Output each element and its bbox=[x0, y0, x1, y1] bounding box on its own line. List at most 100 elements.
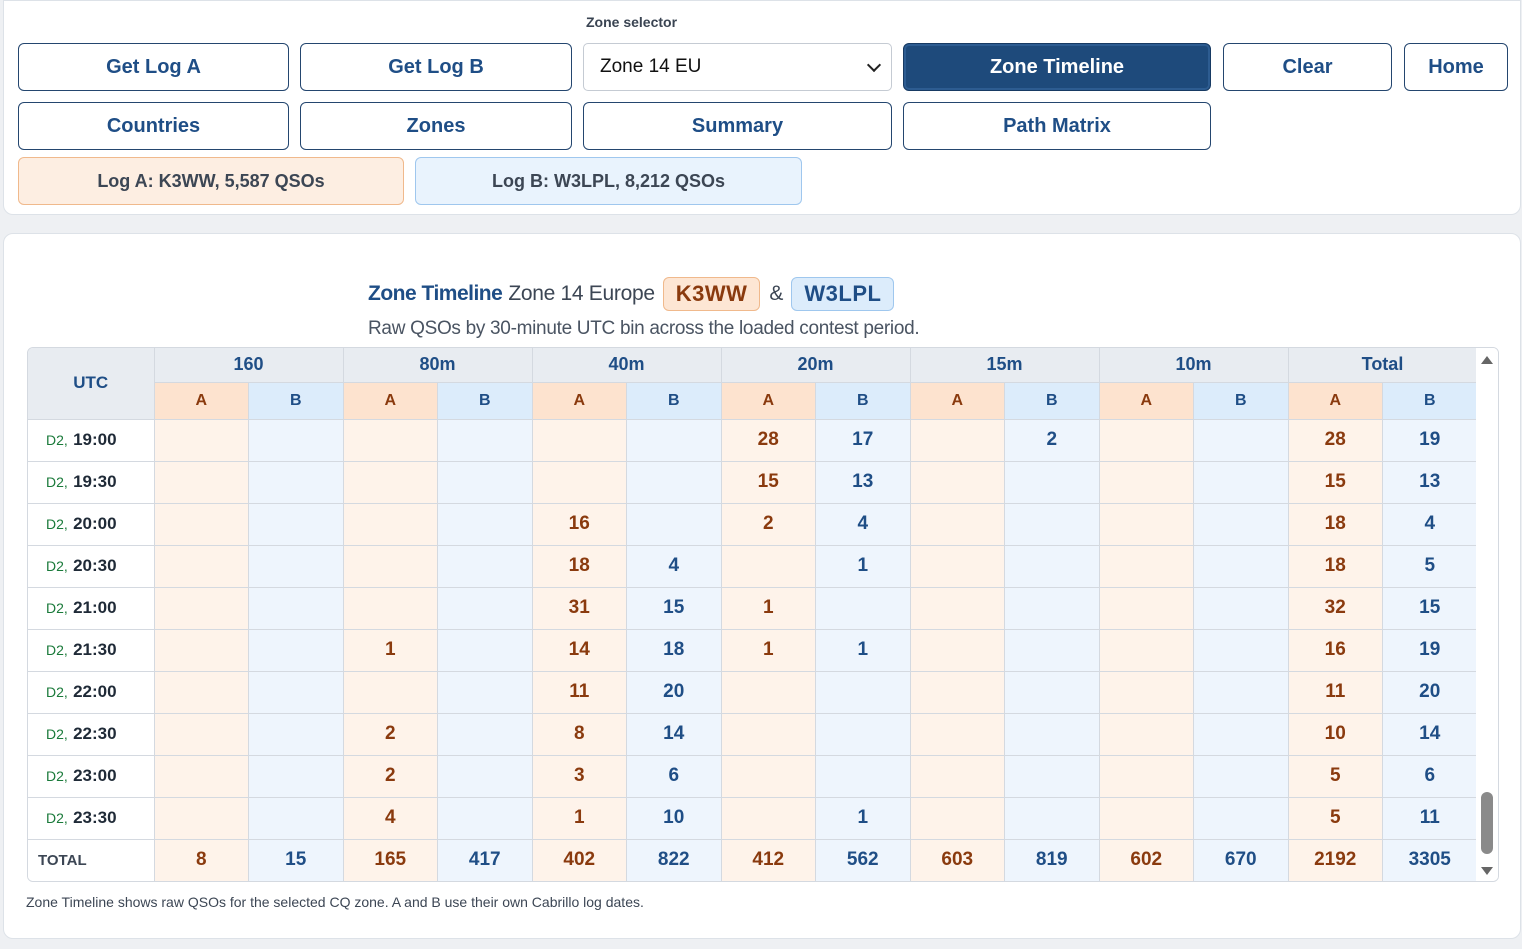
report-subtitle: Raw QSOs by 30-minute UTC bin across the… bbox=[368, 318, 920, 339]
day-label: D2, bbox=[46, 474, 68, 490]
count-cell bbox=[343, 587, 438, 630]
total-row: TOTAL 8 15 165 417 402 822 412 562 603 819 602 670 21… bbox=[28, 839, 1478, 881]
count-cell: 6 bbox=[626, 755, 722, 798]
count-cell: 1 bbox=[815, 545, 911, 588]
log-b-status: Log B: W3LPL, 8,212 QSOs bbox=[415, 157, 802, 205]
total-cell: 8 bbox=[154, 839, 249, 881]
day-label: D2, bbox=[46, 768, 68, 784]
count-cell: 2 bbox=[343, 713, 438, 756]
scroll-down-icon[interactable] bbox=[1481, 867, 1493, 875]
utc-cell: D2, 19:00 bbox=[28, 419, 155, 462]
count-cell bbox=[154, 503, 249, 546]
log-a-column-header: A bbox=[1099, 382, 1194, 420]
count-cell: 18 bbox=[1288, 503, 1383, 546]
count-cell bbox=[437, 671, 533, 714]
log-a-column-header: A bbox=[343, 382, 438, 420]
count-cell bbox=[1193, 461, 1289, 504]
scrollbar-thumb[interactable] bbox=[1481, 792, 1493, 854]
count-cell bbox=[437, 461, 533, 504]
count-cell: 17 bbox=[815, 419, 911, 462]
table-row: D2, 19:00 28 17 2 28 19 bbox=[28, 419, 1478, 462]
count-cell: 28 bbox=[721, 419, 816, 462]
count-cell: 31 bbox=[532, 587, 627, 630]
day-label: D2, bbox=[46, 432, 68, 448]
zone-timeline-button[interactable]: Zone Timeline bbox=[903, 43, 1211, 91]
count-cell bbox=[343, 419, 438, 462]
count-cell bbox=[1099, 629, 1194, 672]
count-cell bbox=[815, 755, 911, 798]
count-cell bbox=[1004, 713, 1100, 756]
band-header: Total bbox=[1288, 348, 1478, 383]
countries-button[interactable]: Countries bbox=[18, 102, 289, 150]
count-cell bbox=[910, 587, 1005, 630]
scroll-up-icon[interactable] bbox=[1481, 356, 1493, 364]
time-label: 20:30 bbox=[73, 556, 117, 575]
count-cell bbox=[343, 545, 438, 588]
table-row: D2, 20:00 16 2 4 18 4 bbox=[28, 503, 1478, 546]
count-cell bbox=[248, 713, 344, 756]
count-cell: 2 bbox=[343, 755, 438, 798]
count-cell bbox=[154, 545, 249, 588]
count-cell: 8 bbox=[532, 713, 627, 756]
count-cell: 13 bbox=[1382, 461, 1478, 504]
count-cell bbox=[248, 545, 344, 588]
count-cell: 19 bbox=[1382, 629, 1478, 672]
log-a-column-header: A bbox=[1288, 382, 1383, 420]
count-cell bbox=[721, 713, 816, 756]
get-log-a-button[interactable]: Get Log A bbox=[18, 43, 289, 91]
zones-button[interactable]: Zones bbox=[300, 102, 572, 150]
chevron-down-icon bbox=[866, 57, 882, 72]
home-button[interactable]: Home bbox=[1404, 43, 1508, 91]
band-header: 10m bbox=[1099, 348, 1289, 383]
count-cell bbox=[343, 671, 438, 714]
time-label: 22:00 bbox=[73, 682, 117, 701]
clear-button[interactable]: Clear bbox=[1223, 43, 1392, 91]
count-cell: 4 bbox=[626, 545, 722, 588]
total-cell: 412 bbox=[721, 839, 816, 881]
count-cell bbox=[437, 419, 533, 462]
count-cell bbox=[248, 755, 344, 798]
count-cell bbox=[437, 713, 533, 756]
count-cell bbox=[1193, 419, 1289, 462]
log-a-column-header: A bbox=[154, 382, 249, 420]
count-cell bbox=[437, 545, 533, 588]
day-label: D2, bbox=[46, 642, 68, 658]
count-cell: 5 bbox=[1288, 797, 1383, 840]
zone-select[interactable]: Zone 14 EU bbox=[583, 43, 892, 91]
count-cell bbox=[721, 755, 816, 798]
count-cell bbox=[1099, 419, 1194, 462]
get-log-b-button[interactable]: Get Log B bbox=[300, 43, 572, 91]
count-cell bbox=[248, 461, 344, 504]
band-header: 20m bbox=[721, 348, 911, 383]
report-title: Zone Timeline Zone 14 Europe K3WW & W3LP… bbox=[368, 277, 895, 311]
total-label: TOTAL bbox=[28, 839, 155, 881]
time-label: 19:00 bbox=[73, 430, 117, 449]
count-cell: 1 bbox=[721, 587, 816, 630]
total-cell: 402 bbox=[532, 839, 627, 881]
count-cell bbox=[910, 713, 1005, 756]
count-cell bbox=[437, 797, 533, 840]
table-scrollbar[interactable] bbox=[1476, 348, 1498, 881]
day-label: D2, bbox=[46, 516, 68, 532]
count-cell bbox=[343, 503, 438, 546]
utc-cell: D2, 19:30 bbox=[28, 461, 155, 504]
report-zone: Zone 14 Europe bbox=[508, 282, 655, 305]
count-cell bbox=[437, 503, 533, 546]
summary-button[interactable]: Summary bbox=[583, 102, 892, 150]
count-cell bbox=[154, 797, 249, 840]
count-cell: 10 bbox=[1288, 713, 1383, 756]
count-cell bbox=[1099, 545, 1194, 588]
path-matrix-button[interactable]: Path Matrix bbox=[903, 102, 1211, 150]
count-cell bbox=[343, 461, 438, 504]
count-cell bbox=[1193, 629, 1289, 672]
count-cell: 1 bbox=[532, 797, 627, 840]
log-b-column-header: B bbox=[1382, 382, 1478, 420]
count-cell bbox=[1004, 503, 1100, 546]
count-cell bbox=[154, 755, 249, 798]
count-cell bbox=[1099, 461, 1194, 504]
band-header-row: UTC 160 80m 40m 20m 15m 10m Total bbox=[28, 348, 1478, 420]
day-label: D2, bbox=[46, 810, 68, 826]
table-row: D2, 21:30 1 14 18 1 1 16 19 bbox=[28, 629, 1478, 672]
utc-cell: D2, 22:30 bbox=[28, 713, 155, 756]
